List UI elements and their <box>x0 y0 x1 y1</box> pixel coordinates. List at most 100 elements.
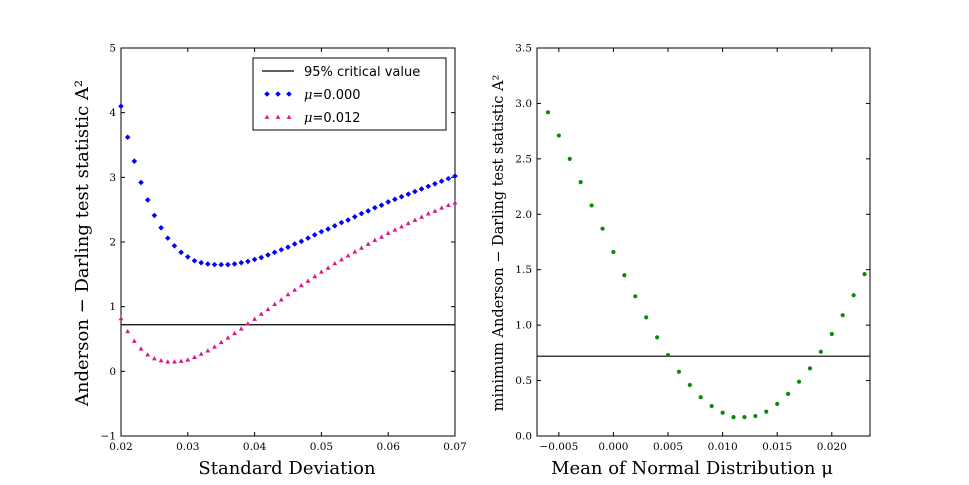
data-point <box>118 315 124 321</box>
data-point <box>398 193 405 200</box>
data-point <box>556 133 561 138</box>
data-point <box>425 183 432 190</box>
data-point <box>438 178 445 185</box>
data-point <box>385 230 391 235</box>
data-point <box>862 272 867 277</box>
data-point <box>285 291 291 297</box>
x-tick-label: 0.07 <box>443 441 466 453</box>
data-point <box>265 252 271 258</box>
data-point <box>144 197 151 203</box>
data-point <box>425 211 431 216</box>
data-point <box>164 235 171 241</box>
data-point <box>198 351 204 356</box>
data-point <box>231 261 238 267</box>
data-point <box>265 306 271 312</box>
y-tick-label: 2 <box>109 237 116 249</box>
data-point <box>372 237 378 242</box>
data-point <box>311 232 318 238</box>
data-point <box>332 260 338 266</box>
data-point <box>644 315 649 320</box>
data-point <box>796 379 802 384</box>
legend-mu0-label: μ=0.000 <box>304 88 361 103</box>
data-point <box>152 356 157 361</box>
data-point <box>775 401 780 406</box>
data-point <box>807 366 813 371</box>
data-point <box>238 259 245 266</box>
right-chart-panel: minimum Anderson − Darling test statisti… <box>491 43 871 479</box>
data-point <box>622 273 627 278</box>
data-point <box>225 261 231 268</box>
data-point <box>158 357 164 363</box>
data-point <box>412 188 418 195</box>
data-point <box>125 328 131 334</box>
data-point <box>385 199 391 205</box>
data-point <box>211 261 218 268</box>
data-point <box>178 358 184 363</box>
data-point <box>178 249 184 256</box>
y-tick-label: 5 <box>109 43 116 55</box>
data-point <box>145 352 151 357</box>
left-chart-panel: Anderson − Darling test statistic A² Sta… <box>72 43 467 480</box>
data-point <box>158 224 164 231</box>
data-point <box>358 210 365 217</box>
data-point <box>171 243 178 249</box>
data-point <box>331 223 338 229</box>
data-point <box>698 395 703 400</box>
x-tick-label: −0.005 <box>539 441 578 453</box>
data-point <box>665 352 671 358</box>
x-tick-label: 0.000 <box>598 441 628 453</box>
data-point <box>439 205 445 210</box>
data-point <box>198 259 204 266</box>
legend-box <box>252 57 447 131</box>
left-x-axis-label: Standard Deviation <box>198 458 376 479</box>
data-point <box>205 261 211 267</box>
x-tick-label: 0.05 <box>310 441 333 453</box>
data-point <box>252 316 257 321</box>
data-point <box>365 208 371 214</box>
data-point <box>212 344 217 349</box>
data-point <box>278 297 284 302</box>
data-point <box>687 382 692 388</box>
data-point <box>312 273 318 279</box>
data-point <box>218 339 224 345</box>
data-point <box>238 326 244 331</box>
data-point <box>218 261 224 268</box>
x-tick-label: 0.020 <box>817 441 847 453</box>
data-point <box>405 220 411 226</box>
x-tick-label: 0.06 <box>377 441 401 453</box>
data-point <box>232 330 237 336</box>
data-point <box>172 359 177 364</box>
left-legend: 95% critical value μ=0.000 μ=0.012 <box>252 57 447 131</box>
data-point <box>345 217 351 223</box>
y-tick-label: 0.0 <box>515 431 532 443</box>
data-point <box>578 180 583 185</box>
data-point <box>840 313 845 318</box>
y-tick-label: 3 <box>109 172 116 184</box>
data-point <box>392 227 398 232</box>
x-tick-label: 0.010 <box>708 441 738 453</box>
data-point <box>305 235 311 241</box>
data-point <box>432 181 438 187</box>
series-1 <box>118 103 458 268</box>
data-point <box>742 415 747 420</box>
y-tick-label: 0 <box>109 366 116 378</box>
data-point <box>611 249 616 255</box>
data-point <box>567 156 572 161</box>
data-point <box>589 203 594 208</box>
x-tick-label: 0.005 <box>653 441 683 453</box>
y-tick-label: 1.0 <box>515 320 532 332</box>
data-point <box>452 200 458 205</box>
x-tick-label: 0.02 <box>109 441 132 453</box>
legend-marker <box>275 114 281 119</box>
data-point <box>379 234 384 239</box>
data-point <box>359 245 364 250</box>
data-point <box>272 301 278 306</box>
data-point <box>365 241 371 246</box>
data-point <box>325 265 331 270</box>
data-point <box>118 103 124 109</box>
data-point <box>285 244 291 250</box>
legend-marker <box>286 114 292 119</box>
data-point <box>720 410 725 415</box>
data-point <box>753 413 758 419</box>
data-point <box>851 293 856 298</box>
